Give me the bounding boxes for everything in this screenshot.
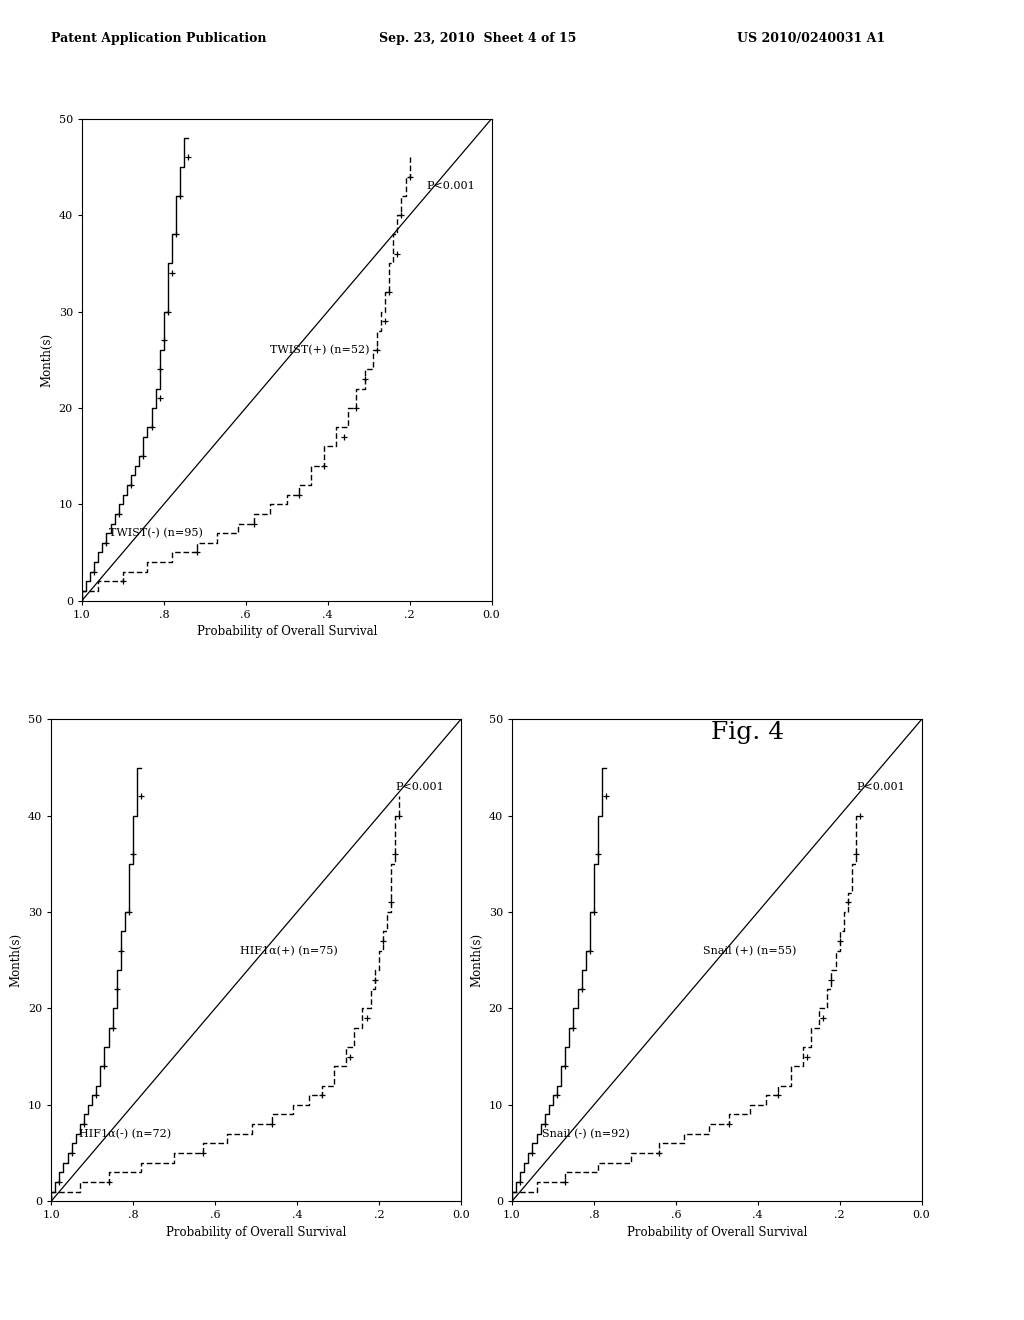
Text: P<0.001: P<0.001 bbox=[426, 181, 475, 191]
X-axis label: Probability of Overall Survival: Probability of Overall Survival bbox=[197, 626, 377, 638]
X-axis label: Probability of Overall Survival: Probability of Overall Survival bbox=[166, 1226, 346, 1238]
Text: P<0.001: P<0.001 bbox=[856, 781, 905, 792]
Text: HIF1α(-) (n=72): HIF1α(-) (n=72) bbox=[79, 1129, 171, 1139]
Text: TWIST(-) (n=95): TWIST(-) (n=95) bbox=[109, 528, 203, 539]
Text: Fig. 4: Fig. 4 bbox=[711, 721, 784, 744]
Text: Snail (+) (n=55): Snail (+) (n=55) bbox=[702, 945, 797, 956]
Text: Sep. 23, 2010  Sheet 4 of 15: Sep. 23, 2010 Sheet 4 of 15 bbox=[379, 32, 577, 45]
Text: HIF1α(+) (n=75): HIF1α(+) (n=75) bbox=[240, 945, 338, 956]
Y-axis label: Month(s): Month(s) bbox=[40, 333, 53, 387]
Y-axis label: Month(s): Month(s) bbox=[9, 933, 23, 987]
Text: US 2010/0240031 A1: US 2010/0240031 A1 bbox=[737, 32, 886, 45]
Text: Patent Application Publication: Patent Application Publication bbox=[51, 32, 266, 45]
Text: P<0.001: P<0.001 bbox=[395, 781, 444, 792]
Y-axis label: Month(s): Month(s) bbox=[470, 933, 483, 987]
Text: Snail (-) (n=92): Snail (-) (n=92) bbox=[542, 1129, 630, 1139]
X-axis label: Probability of Overall Survival: Probability of Overall Survival bbox=[627, 1226, 807, 1238]
Text: TWIST(+) (n=52): TWIST(+) (n=52) bbox=[269, 345, 370, 355]
